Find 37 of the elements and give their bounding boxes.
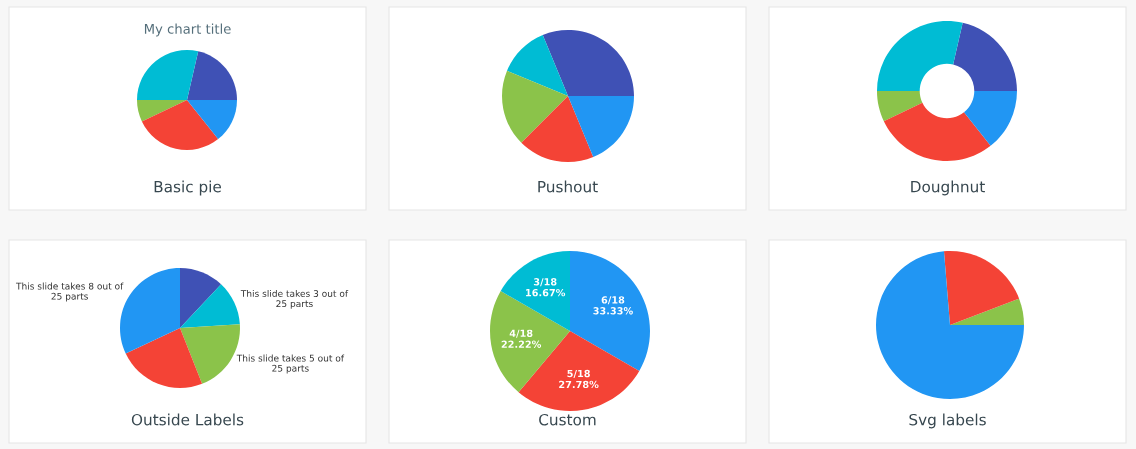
donut-slice bbox=[953, 22, 1017, 91]
donut-slice bbox=[877, 91, 923, 122]
pie-slice bbox=[137, 100, 187, 122]
pie-slice bbox=[542, 30, 634, 96]
data-label: 4/18 22.22% bbox=[501, 329, 542, 348]
pie-slice bbox=[180, 284, 240, 328]
pie-slice bbox=[187, 51, 237, 100]
text: Outside Labels bbox=[131, 413, 244, 426]
donut-slice bbox=[964, 91, 1017, 146]
data-label: 3/18 16.67% bbox=[526, 278, 566, 297]
data-label: This slide takes 3 out of 25 parts bbox=[240, 289, 349, 309]
text: Svg labels bbox=[909, 413, 986, 429]
text: Basic pie bbox=[154, 180, 222, 196]
pie-slice bbox=[502, 70, 568, 143]
text: Pushout bbox=[538, 180, 598, 193]
pie-slice bbox=[125, 328, 203, 388]
pie-slice bbox=[876, 251, 1024, 399]
donut-slice bbox=[877, 21, 963, 91]
data-label: This slide takes 5 out of 25 parts bbox=[236, 354, 345, 374]
pie-slice bbox=[950, 298, 1024, 325]
data-label: 6/18 33.33% bbox=[593, 296, 633, 315]
pie-slice bbox=[137, 50, 199, 100]
pie-slice bbox=[180, 268, 222, 328]
text: Doughnut bbox=[911, 180, 985, 196]
donut-slice bbox=[883, 102, 991, 161]
pie-slice bbox=[141, 100, 219, 150]
pie-slice bbox=[521, 96, 594, 162]
pie-slice bbox=[507, 35, 568, 96]
data-label: This slide takes 8 out of 25 parts bbox=[15, 282, 124, 302]
data-label: 5/18 27.78% bbox=[559, 369, 599, 389]
pie-slice bbox=[943, 251, 1020, 325]
pie-slice bbox=[500, 251, 570, 331]
text: Custom bbox=[539, 413, 596, 426]
pie-slice bbox=[187, 100, 237, 140]
pie-slice bbox=[570, 251, 650, 371]
text: My chart title bbox=[144, 23, 231, 37]
pie-slice bbox=[568, 96, 634, 157]
